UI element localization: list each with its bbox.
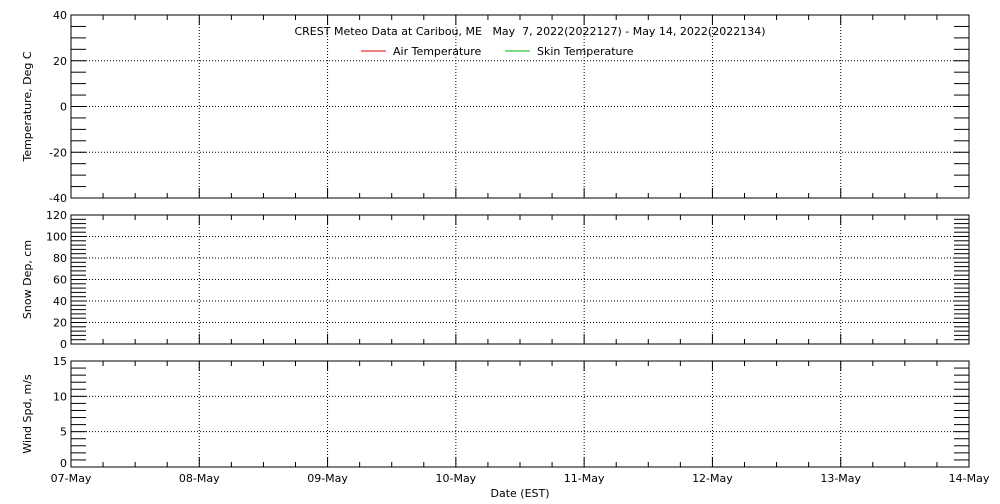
y-tick-label: 80 bbox=[53, 252, 67, 265]
panel-frame bbox=[70, 14, 970, 199]
x-tick-label: 10-May bbox=[435, 472, 476, 485]
x-tick-label: 11-May bbox=[564, 472, 605, 485]
y-tick-label: 120 bbox=[46, 209, 67, 222]
y-tick-label: 10 bbox=[53, 390, 67, 403]
y-tick-label: 20 bbox=[53, 317, 67, 330]
panel-frame bbox=[70, 214, 970, 345]
x-tick-label: 08-May bbox=[179, 472, 220, 485]
panel-frame bbox=[70, 360, 970, 468]
legend-air-label: Air Temperature bbox=[393, 45, 482, 58]
x-tick-label: 12-May bbox=[692, 472, 733, 485]
legend: Air Temperature Skin Temperature bbox=[361, 45, 634, 58]
y-tick-label: 40 bbox=[53, 295, 67, 308]
y-tick-label: -40 bbox=[49, 192, 67, 205]
y-tick-label: 0 bbox=[60, 457, 67, 470]
y-tick-label: 20 bbox=[53, 55, 67, 68]
y-tick-label: 5 bbox=[60, 426, 67, 439]
y-tick-label: 100 bbox=[46, 231, 67, 244]
y-tick-label: -20 bbox=[49, 146, 67, 159]
y-axis-label: Snow Dep, cm bbox=[21, 240, 34, 319]
legend-skin-label: Skin Temperature bbox=[537, 45, 634, 58]
y-tick-label: 60 bbox=[53, 274, 67, 287]
y-axis-label: Temperature, Deg C bbox=[21, 51, 34, 162]
y-tick-label: 40 bbox=[53, 9, 67, 22]
x-axis-label: Date (EST) bbox=[490, 487, 549, 500]
x-tick-label: 13-May bbox=[820, 472, 861, 485]
x-tick-label: 09-May bbox=[307, 472, 348, 485]
y-axis-label: Wind Spd, m/s bbox=[21, 374, 34, 454]
x-tick-label: 07-May bbox=[51, 472, 92, 485]
x-tick-label: 14-May bbox=[949, 472, 990, 485]
y-tick-label: 0 bbox=[60, 338, 67, 351]
chart-title: CREST Meteo Data at Caribou, ME May 7, 2… bbox=[294, 25, 765, 38]
y-tick-label: 15 bbox=[53, 355, 67, 368]
y-tick-label: 0 bbox=[60, 101, 67, 114]
